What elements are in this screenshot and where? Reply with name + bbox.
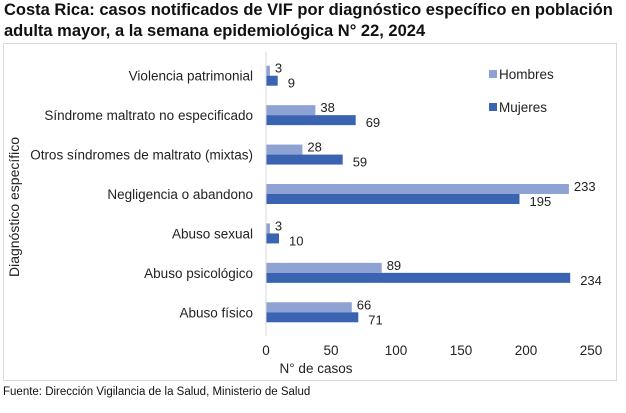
x-tick-label: 150 (450, 343, 473, 358)
data-label-mujeres: 10 (289, 233, 303, 248)
bar-hombres (266, 302, 352, 313)
bar-mujeres (266, 154, 343, 165)
bar-mujeres (266, 312, 359, 323)
source-note: Fuente: Dirección Vigilancia de la Salud… (3, 386, 311, 398)
x-tick-label: 0 (262, 343, 270, 358)
category-label: Negligencia o abandono (107, 187, 253, 202)
category-label: Abuso sexual (172, 226, 253, 241)
legend-swatch-hombres (489, 70, 497, 78)
bar-hombres (266, 105, 316, 116)
category-label: Síndrome maltrato no especificado (44, 108, 253, 123)
chart-title: Costa Rica: casos notificados de VIF por… (4, 0, 624, 42)
data-label-hombres: 3 (275, 218, 282, 233)
y-axis-title: Diagnóstico específico (6, 137, 22, 277)
data-label-mujeres: 69 (366, 115, 380, 130)
legend-swatch-mujeres (489, 103, 497, 111)
chart-frame (3, 43, 617, 381)
data-label-mujeres: 195 (530, 194, 552, 209)
data-label-mujeres: 59 (353, 155, 367, 170)
x-axis-title: N° de casos (280, 361, 353, 376)
data-label-mujeres: 234 (580, 273, 602, 288)
bar-mujeres (266, 194, 520, 204)
bar-hombres (266, 65, 270, 76)
legend-label-mujeres: Mujeres (499, 100, 547, 115)
category-label: Abuso psicológico (144, 266, 253, 281)
bar-hombres (266, 144, 303, 155)
bar-hombres (266, 223, 270, 234)
bar-mujeres (266, 115, 356, 126)
x-tick-label: 50 (323, 343, 338, 358)
legend-label-hombres: Hombres (499, 67, 554, 82)
category-label: Violencia patrimonial (129, 69, 253, 84)
x-tick-label: 100 (385, 343, 408, 358)
chart-title-line-2: adulta mayor, a la semana epidemiológica… (4, 22, 426, 40)
bars-group (266, 65, 571, 323)
data-label-hombres: 3 (275, 61, 282, 76)
x-tick-label: 200 (515, 343, 538, 358)
data-label-mujeres: 9 (288, 76, 295, 91)
x-tick-label: 250 (580, 343, 603, 358)
data-label-hombres: 66 (357, 297, 371, 312)
category-labels: Violencia patrimonial Síndrome maltrato n… (30, 69, 253, 321)
bar-mujeres (266, 272, 571, 283)
category-label: Otros síndromes de maltrato (mixtas) (30, 148, 253, 163)
bar-mujeres (266, 75, 278, 86)
chart-title-line-1: Costa Rica: casos notificados de VIF por… (4, 1, 613, 19)
bar-hombres (266, 262, 382, 273)
legend: Hombres Mujeres (489, 67, 554, 115)
category-label: Abuso físico (179, 305, 253, 320)
data-label-mujeres: 71 (368, 312, 382, 327)
bar-mujeres (266, 233, 279, 244)
data-label-hombres: 233 (574, 179, 596, 194)
data-label-hombres: 89 (387, 258, 401, 273)
data-label-hombres: 28 (307, 140, 321, 155)
bar-hombres (266, 184, 569, 194)
x-tick-labels: 0 50 100 150 200 250 (262, 343, 602, 358)
data-label-hombres: 38 (320, 100, 334, 115)
